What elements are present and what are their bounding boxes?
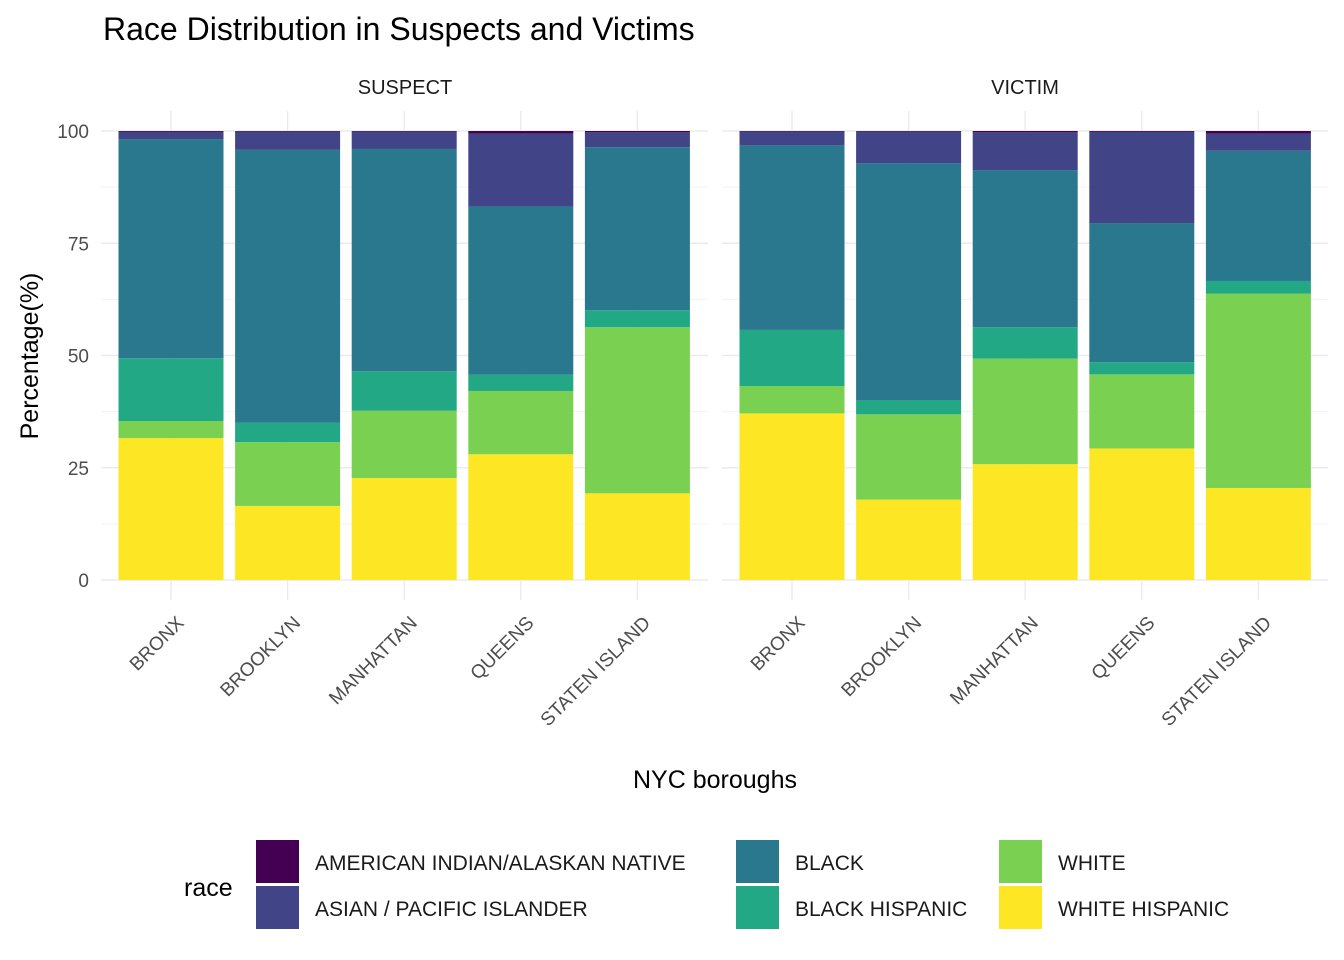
bar-suspect-manhattan-asian-pacific-islander	[351, 131, 457, 149]
y-tick-label: 50	[68, 347, 89, 368]
bar-suspect-bronx-white	[118, 421, 224, 439]
x-tick-label-victim: MANHATTAN	[946, 613, 1042, 709]
y-axis-title: Percentage(%)	[16, 273, 44, 440]
bar-victim-manhattan-black	[972, 170, 1078, 328]
legend-swatch-white	[999, 840, 1042, 883]
bar-victim-staten-island-black	[1205, 150, 1311, 281]
bar-suspect-manhattan-white-hispanic	[351, 478, 457, 580]
chart-title: Race Distribution in Suspects and Victim…	[103, 11, 695, 47]
bar-suspect-brooklyn-white-hispanic	[235, 505, 341, 580]
bar-suspect-staten-island-american-indian-alaskan-native	[584, 131, 690, 133]
bar-victim-manhattan-white-hispanic	[972, 464, 1078, 580]
bar-victim-manhattan-american-indian-alaskan-native	[972, 131, 1078, 133]
bar-suspect-queens-asian-pacific-islander	[468, 133, 574, 207]
bar-suspect-bronx-black	[118, 139, 224, 359]
legend-swatch-white-hispanic	[999, 886, 1042, 929]
legend-swatch-black	[736, 840, 779, 883]
bar-victim-staten-island-black-hispanic	[1205, 280, 1311, 294]
legend-item-white: WHITE	[999, 840, 1126, 883]
bar-victim-staten-island-white-hispanic	[1205, 487, 1311, 580]
bar-suspect-brooklyn-black-hispanic	[235, 422, 341, 443]
bar-suspect-staten-island-white	[584, 327, 690, 494]
bar-victim-queens-black	[1089, 223, 1195, 363]
bar-suspect-brooklyn-asian-pacific-islander	[235, 131, 341, 150]
bar-suspect-brooklyn-white	[235, 442, 341, 506]
bar-victim-bronx-black-hispanic	[739, 329, 845, 387]
bar-victim-queens-asian-pacific-islander	[1089, 131, 1195, 224]
bar-victim-bronx-asian-pacific-islander	[739, 131, 845, 146]
y-tick-label: 0	[78, 571, 89, 592]
x-tick-label-victim: BRONX	[747, 612, 810, 675]
legend-item-american-indian-alaskan-native: AMERICAN INDIAN/ALASKAN NATIVE	[256, 840, 686, 883]
legend-label-black: BLACK	[795, 852, 864, 875]
legend-label-black-hispanic: BLACK HISPANIC	[795, 898, 967, 921]
bar-victim-brooklyn-black	[856, 163, 962, 401]
legend-label-white: WHITE	[1058, 852, 1126, 875]
bar-suspect-bronx-american-indian-alaskan-native	[118, 131, 224, 132]
bar-victim-brooklyn-black-hispanic	[856, 400, 962, 415]
x-axis-title: NYC boroughs	[633, 766, 797, 794]
bar-victim-brooklyn-white-hispanic	[856, 499, 962, 580]
bar-victim-brooklyn-asian-pacific-islander	[856, 131, 962, 164]
legend-label-asian-pacific-islander: ASIAN / PACIFIC ISLANDER	[315, 898, 588, 921]
legend-item-asian-pacific-islander: ASIAN / PACIFIC ISLANDER	[256, 886, 588, 929]
bar-suspect-queens-black	[468, 206, 574, 375]
x-tick-label-suspect: MANHATTAN	[325, 613, 421, 709]
bar-suspect-bronx-asian-pacific-islander	[118, 131, 224, 140]
bar-layer	[118, 131, 1311, 580]
bar-victim-manhattan-white	[972, 358, 1078, 465]
bar-victim-bronx-white-hispanic	[739, 413, 845, 580]
legend-item-black: BLACK	[736, 840, 864, 883]
bar-victim-staten-island-asian-pacific-islander	[1205, 133, 1311, 151]
x-tick-label-suspect: QUEENS	[467, 613, 539, 685]
bar-victim-queens-white-hispanic	[1089, 448, 1195, 580]
bar-victim-bronx-white	[739, 386, 845, 414]
bar-victim-manhattan-asian-pacific-islander	[972, 132, 1078, 171]
bar-suspect-brooklyn-black	[235, 149, 341, 423]
bar-victim-queens-white	[1089, 374, 1195, 449]
x-tick-label-victim: QUEENS	[1088, 613, 1160, 685]
x-tick-label-suspect: BRONX	[126, 612, 189, 675]
bar-suspect-staten-island-asian-pacific-islander	[584, 132, 690, 148]
legend: AMERICAN INDIAN/ALASKAN NATIVE ASIAN / PA…	[256, 840, 1229, 929]
x-tick-label-victim: STATEN ISLAND	[1158, 613, 1276, 731]
legend-title: race	[184, 874, 233, 902]
bar-suspect-queens-white	[468, 390, 574, 455]
y-tick-label: 25	[68, 459, 89, 480]
bar-victim-queens-black-hispanic	[1089, 362, 1195, 375]
x-tick-label-suspect: STATEN ISLAND	[537, 613, 655, 731]
legend-label-american-indian-alaskan-native: AMERICAN INDIAN/ALASKAN NATIVE	[315, 852, 686, 875]
legend-label-white-hispanic: WHITE HISPANIC	[1058, 898, 1229, 921]
legend-swatch-american-indian-alaskan-native	[256, 840, 299, 883]
bar-suspect-bronx-white-hispanic	[118, 438, 224, 580]
bar-suspect-queens-black-hispanic	[468, 374, 574, 391]
y-tick-label: 75	[68, 234, 89, 255]
legend-swatch-asian-pacific-islander	[256, 886, 299, 929]
x-tick-label-suspect: BROOKLYN	[217, 613, 306, 702]
panel-label-suspect: SUSPECT	[358, 77, 452, 99]
bar-suspect-manhattan-black	[351, 148, 457, 372]
bar-victim-brooklyn-white	[856, 414, 962, 500]
bar-victim-staten-island-white	[1205, 293, 1311, 488]
bar-suspect-manhattan-white	[351, 410, 457, 479]
bar-victim-queens-american-indian-alaskan-native	[1089, 131, 1195, 132]
y-tick-label: 100	[57, 122, 89, 143]
legend-item-black-hispanic: BLACK HISPANIC	[736, 886, 967, 929]
panel-label-victim: VICTIM	[991, 77, 1059, 99]
bar-suspect-bronx-black-hispanic	[118, 358, 224, 422]
bar-suspect-queens-american-indian-alaskan-native	[468, 131, 574, 134]
bar-victim-bronx-black	[739, 145, 845, 330]
bar-suspect-manhattan-black-hispanic	[351, 371, 457, 411]
bar-victim-staten-island-american-indian-alaskan-native	[1205, 131, 1311, 134]
x-tick-label-victim: BROOKLYN	[838, 613, 927, 702]
bar-victim-manhattan-black-hispanic	[972, 327, 1078, 359]
bar-suspect-staten-island-black-hispanic	[584, 310, 690, 328]
legend-swatch-black-hispanic	[736, 886, 779, 929]
bar-suspect-queens-white-hispanic	[468, 454, 574, 580]
bar-suspect-staten-island-white-hispanic	[584, 493, 690, 580]
bar-suspect-staten-island-black	[584, 147, 690, 311]
legend-item-white-hispanic: WHITE HISPANIC	[999, 886, 1229, 929]
